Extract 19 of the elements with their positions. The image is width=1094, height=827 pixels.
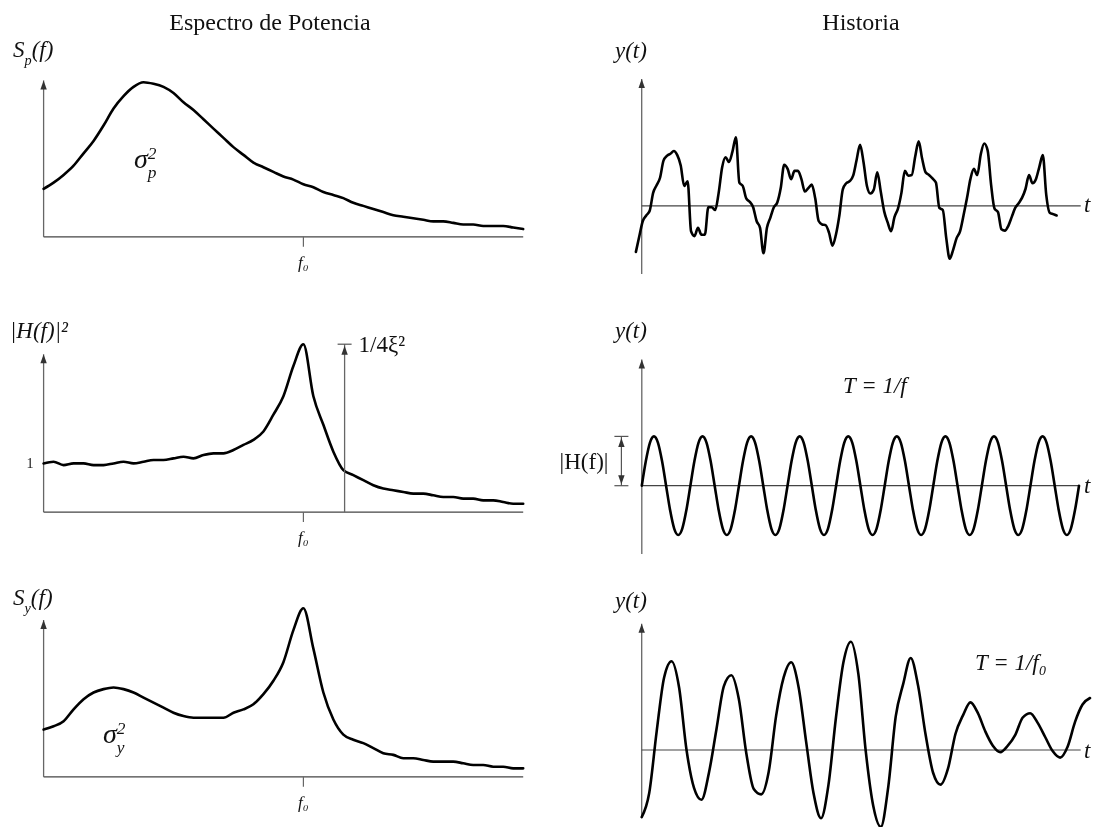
x-axis-title: t xyxy=(1084,738,1091,763)
chart-title: Historia xyxy=(822,9,900,35)
chart-title: Espectro de Potencia xyxy=(169,9,371,35)
text: T = 1/f xyxy=(843,373,911,398)
x-axis-title: t xyxy=(1084,473,1091,498)
text: f₀ xyxy=(298,792,309,812)
y-axis-title: y(t) xyxy=(613,588,647,613)
text: |H(f)| xyxy=(559,449,609,475)
y-axis-title: |H(f)|² xyxy=(10,318,69,343)
y-axis-title: y(t) xyxy=(613,38,647,63)
text: f₀ xyxy=(298,528,309,548)
text: f₀ xyxy=(298,252,309,272)
text: 1 xyxy=(26,456,34,472)
x-axis-title: t xyxy=(1084,192,1091,217)
y-axis-title: y(t) xyxy=(613,318,647,343)
y-axis-title: S$_{y}$(f) xyxy=(13,585,53,616)
y-axis-title: S$_{p}$(f) xyxy=(13,37,54,68)
annotation: T = 1/f₀ xyxy=(975,650,1047,675)
annotation: 1/4ξ² xyxy=(358,332,406,358)
